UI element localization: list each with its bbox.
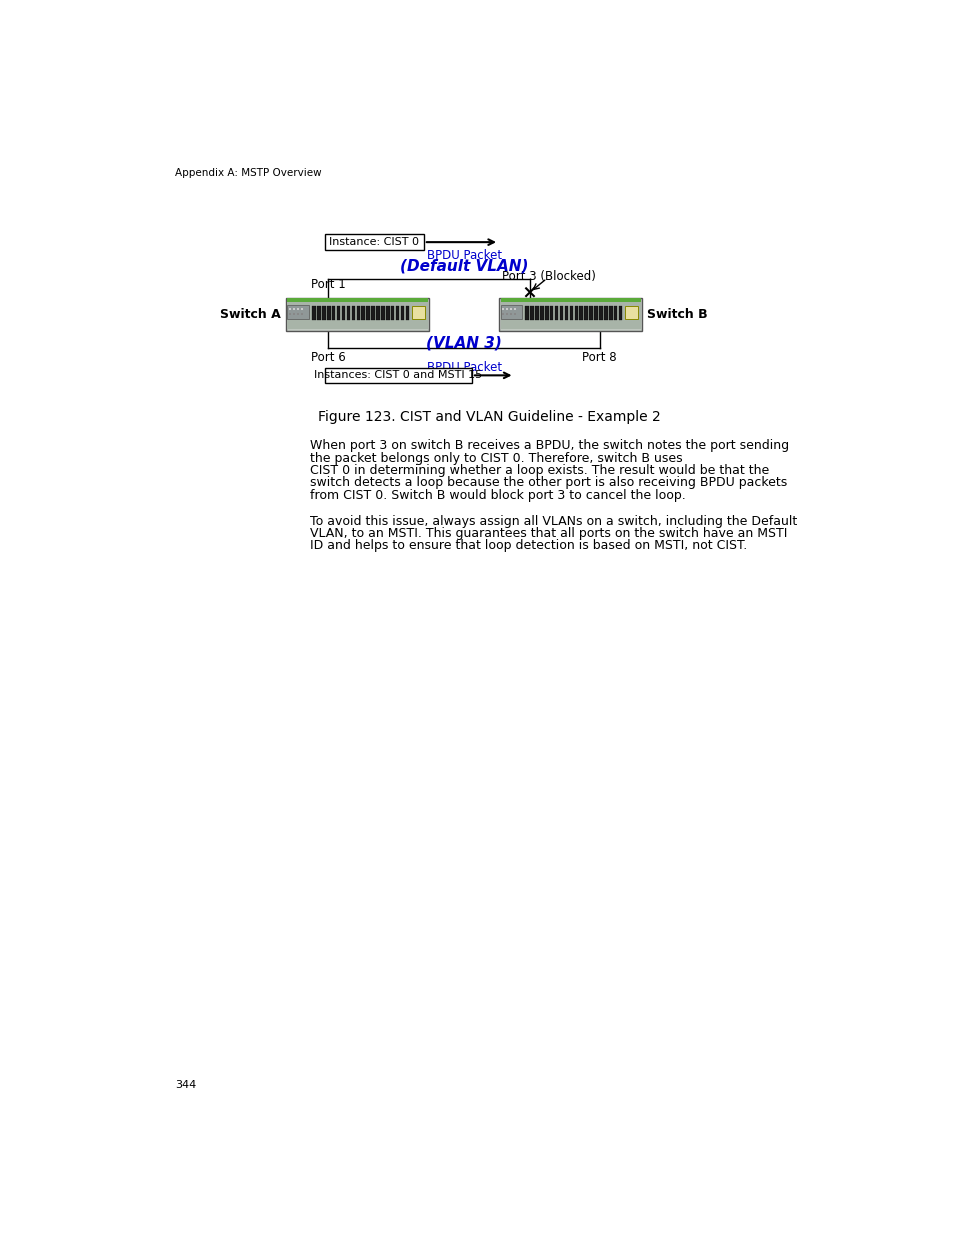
Bar	[293, 308, 294, 310]
Text: Switch B: Switch B	[646, 308, 707, 321]
Text: BPDU Packet: BPDU Packet	[426, 249, 501, 262]
Text: from CIST 0. Switch B would block port 3 to cancel the loop.: from CIST 0. Switch B would block port 3…	[310, 489, 685, 501]
Bar	[598, 306, 602, 320]
Text: Instances: CIST 0 and MSTI 15: Instances: CIST 0 and MSTI 15	[314, 370, 482, 380]
Bar	[391, 306, 395, 320]
Bar	[371, 306, 375, 320]
Bar	[352, 306, 355, 320]
Bar	[289, 308, 291, 310]
FancyBboxPatch shape	[286, 299, 429, 331]
Bar	[336, 306, 340, 320]
Text: the packet belongs only to CIST 0. Therefore, switch B uses: the packet belongs only to CIST 0. There…	[310, 452, 681, 464]
Text: Port 1: Port 1	[311, 278, 346, 290]
Text: VLAN, to an MSTI. This guarantees that all ports on the switch have an MSTI: VLAN, to an MSTI. This guarantees that a…	[310, 527, 786, 540]
Text: switch detects a loop because the other port is also receiving BPDU packets: switch detects a loop because the other …	[310, 477, 786, 489]
Text: Port 3 (Blocked): Port 3 (Blocked)	[502, 270, 596, 283]
Bar	[361, 306, 365, 320]
Bar	[400, 306, 404, 320]
Text: (VLAN 3): (VLAN 3)	[426, 336, 501, 351]
Text: Figure 123. CIST and VLAN Guideline - Example 2: Figure 123. CIST and VLAN Guideline - Ex…	[317, 410, 659, 424]
Bar	[386, 306, 389, 320]
Bar	[589, 306, 592, 320]
Bar	[530, 306, 534, 320]
Bar	[584, 306, 587, 320]
Text: When port 3 on switch B receives a BPDU, the switch notes the port sending: When port 3 on switch B receives a BPDU,…	[310, 440, 788, 452]
Bar	[535, 306, 538, 320]
Bar	[500, 299, 640, 303]
Bar	[296, 308, 298, 310]
Text: Instance: CIST 0: Instance: CIST 0	[329, 237, 418, 247]
Bar	[505, 308, 508, 310]
Bar	[501, 308, 504, 310]
Bar	[300, 308, 303, 310]
Text: Appendix A: MSTP Overview: Appendix A: MSTP Overview	[174, 168, 321, 178]
Text: To avoid this issue, always assign all VLANs on a switch, including the Default: To avoid this issue, always assign all V…	[310, 515, 797, 527]
Bar	[509, 312, 512, 315]
Bar	[346, 306, 350, 320]
Bar	[341, 306, 345, 320]
Bar	[578, 306, 582, 320]
Bar	[559, 306, 562, 320]
Bar	[356, 306, 359, 320]
Bar	[618, 306, 621, 320]
Bar	[395, 306, 399, 320]
Bar	[544, 306, 548, 320]
Text: BPDU Packet: BPDU Packet	[426, 362, 501, 374]
Bar	[603, 306, 607, 320]
Text: Port 8: Port 8	[582, 351, 617, 364]
FancyBboxPatch shape	[498, 299, 641, 331]
Bar	[500, 305, 521, 319]
Text: (Default VLAN): (Default VLAN)	[399, 258, 528, 274]
Text: 344: 344	[174, 1079, 196, 1091]
Bar	[539, 306, 543, 320]
Bar	[505, 312, 508, 315]
Bar	[564, 306, 568, 320]
Bar	[569, 306, 573, 320]
Bar	[594, 306, 598, 320]
Bar	[322, 306, 325, 320]
Bar	[327, 306, 330, 320]
Bar	[549, 306, 553, 320]
Bar	[500, 300, 640, 330]
Bar	[287, 300, 427, 330]
Bar	[287, 299, 427, 303]
Bar	[380, 306, 384, 320]
Bar	[287, 305, 309, 319]
Bar	[289, 312, 291, 315]
Bar	[324, 235, 423, 249]
Bar	[608, 306, 612, 320]
Bar	[525, 306, 528, 320]
Bar	[574, 306, 578, 320]
Bar	[509, 308, 512, 310]
Bar	[296, 312, 298, 315]
Bar	[332, 306, 335, 320]
Bar	[555, 306, 558, 320]
Text: Port 6: Port 6	[311, 351, 346, 364]
Bar	[501, 312, 504, 315]
Bar	[513, 312, 516, 315]
Bar	[300, 312, 303, 315]
Text: ID and helps to ensure that loop detection is based on MSTI, not CIST.: ID and helps to ensure that loop detecti…	[310, 540, 746, 552]
Bar	[316, 306, 320, 320]
Bar	[614, 306, 617, 320]
Bar	[513, 308, 516, 310]
Bar	[375, 306, 379, 320]
Bar	[324, 368, 472, 383]
Text: Switch A: Switch A	[220, 308, 281, 321]
Bar	[405, 306, 409, 320]
Bar	[293, 312, 294, 315]
Bar	[366, 306, 370, 320]
Bar	[312, 306, 315, 320]
Bar	[412, 306, 424, 319]
Text: CIST 0 in determining whether a loop exists. The result would be that the: CIST 0 in determining whether a loop exi…	[310, 464, 768, 477]
Bar	[624, 306, 637, 319]
